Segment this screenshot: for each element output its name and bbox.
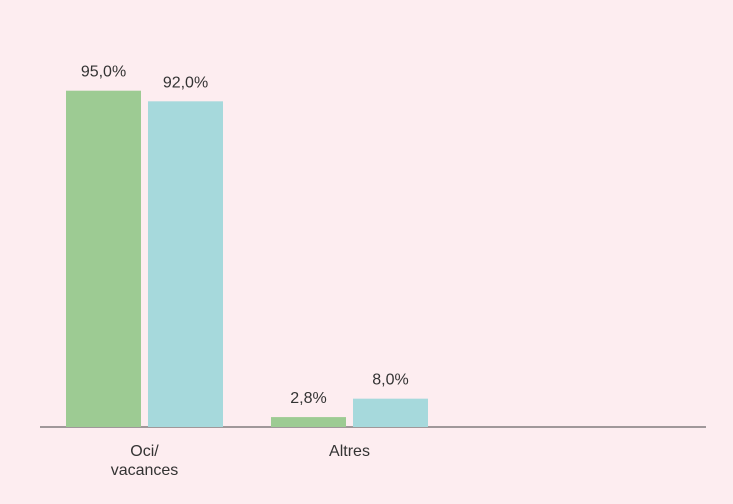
bar	[353, 398, 428, 427]
x-tick-label: Oci/ vacances	[110, 443, 179, 479]
data-label: 8,0%	[372, 372, 408, 389]
data-label: 95,0%	[81, 64, 126, 81]
bar	[148, 101, 223, 427]
data-label: 2,8%	[290, 390, 326, 407]
data-label: 92,0%	[163, 74, 208, 91]
bar	[271, 417, 346, 427]
x-tick-label: Altres	[329, 443, 370, 460]
bar	[66, 90, 141, 427]
